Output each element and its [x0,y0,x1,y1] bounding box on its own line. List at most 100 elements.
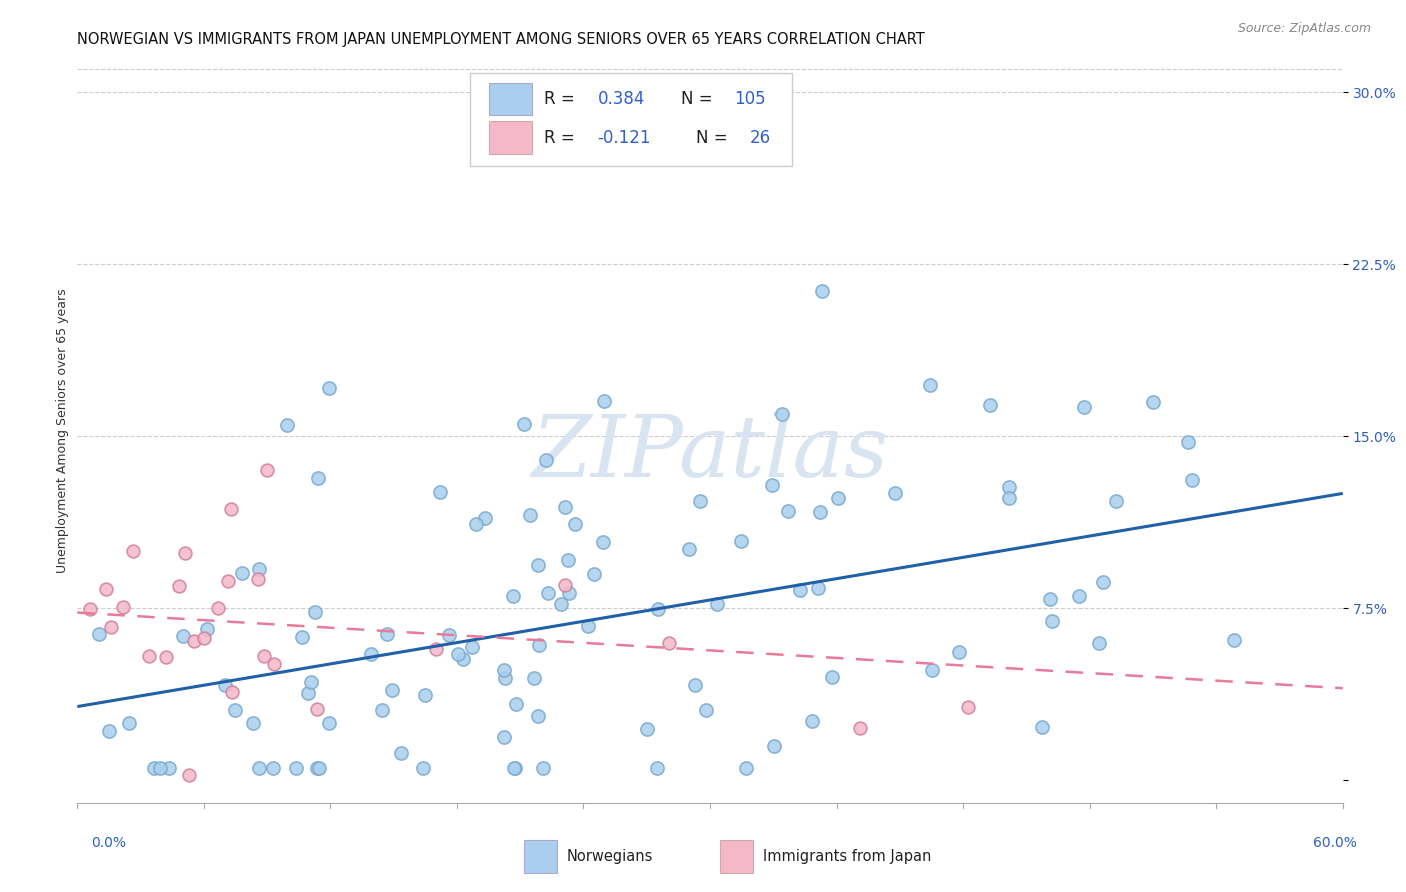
Point [284,761,307,775]
Point [371,703,394,717]
Point [557,553,579,567]
Text: Norwegians: Norwegians [567,849,654,864]
Point [183,634,205,648]
Point [979,398,1001,412]
Text: 0.0%: 0.0% [91,836,127,850]
FancyBboxPatch shape [524,840,557,872]
Point [576,619,599,633]
Text: 105: 105 [734,90,766,108]
Point [730,533,752,548]
Text: NORWEGIAN VS IMMIGRANTS FROM JAPAN UNEMPLOYMENT AMONG SENIORS OVER 65 YEARS CORR: NORWEGIAN VS IMMIGRANTS FROM JAPAN UNEMP… [77,32,925,47]
Point [474,511,496,525]
Point [87,627,110,641]
Point [464,516,486,531]
FancyBboxPatch shape [720,840,754,872]
Text: ZIPatlas: ZIPatlas [531,411,889,494]
FancyBboxPatch shape [470,73,793,166]
Point [503,761,526,775]
Point [1223,632,1246,647]
Point [706,598,728,612]
Point [121,543,143,558]
Point [412,761,434,775]
Point [169,578,191,592]
FancyBboxPatch shape [489,121,531,154]
Point [808,505,831,519]
Text: R =: R = [544,128,581,146]
Point [262,761,284,775]
Point [998,491,1021,505]
Point [1088,636,1111,650]
Point [174,546,197,560]
Point [494,671,516,685]
Point [381,682,404,697]
Point [304,606,326,620]
Point [503,761,526,775]
Point [1067,589,1090,603]
Point [413,688,436,702]
Text: N =: N = [681,90,718,108]
Point [318,381,340,395]
Point [219,502,242,516]
Point [98,724,121,739]
Point [695,703,717,717]
Point [778,504,800,518]
Point [1142,395,1164,409]
Point [921,663,943,677]
Point [100,620,122,634]
Point [505,697,527,711]
Text: Immigrants from Japan: Immigrants from Japan [763,849,932,864]
Point [1042,614,1064,628]
Point [461,640,484,655]
Point [761,477,783,491]
Point [308,761,330,775]
Point [307,471,329,485]
Point [827,491,849,506]
Point [437,627,460,641]
Point [526,558,548,572]
Text: 0.384: 0.384 [598,90,645,108]
Point [193,632,215,646]
Point [807,581,830,595]
Text: 26: 26 [749,128,770,146]
Point [592,394,614,409]
Point [770,407,793,421]
Text: N =: N = [696,128,733,146]
Point [1177,434,1199,449]
Point [307,702,329,716]
Point [884,486,907,500]
Point [256,463,278,477]
Point [247,562,270,576]
Point [195,623,218,637]
Point [425,641,447,656]
Point [143,761,166,775]
Point [531,761,554,775]
Point [800,714,823,728]
Point [389,746,412,760]
Point [554,578,576,592]
Point [307,761,329,775]
Point [291,630,314,644]
Point [453,651,475,665]
Point [554,500,576,515]
Point [118,715,141,730]
Point [1031,720,1053,734]
Point [537,586,560,600]
Point [735,761,758,775]
Point [948,644,970,658]
Point [762,739,785,753]
Point [252,648,274,663]
Point [550,597,572,611]
Point [299,674,322,689]
Point [636,722,658,736]
Point [214,678,236,692]
Point [207,601,229,615]
Point [998,480,1021,494]
Text: R =: R = [544,90,581,108]
Point [149,761,172,775]
Point [231,566,253,580]
Point [523,671,546,685]
FancyBboxPatch shape [489,83,531,115]
Point [502,589,524,603]
Point [155,650,177,665]
Point [221,684,243,698]
